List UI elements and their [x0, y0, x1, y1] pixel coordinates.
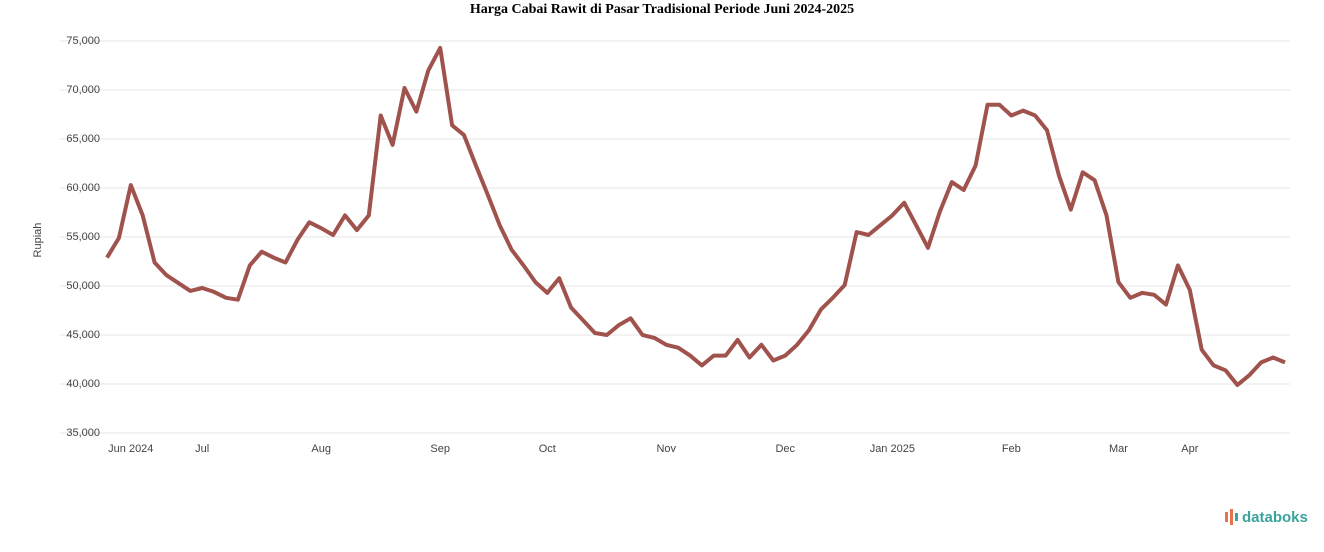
- y-tick-label: 65,000: [66, 133, 100, 145]
- x-tick-label: Mar: [1109, 443, 1128, 455]
- y-tick-label: 35,000: [66, 427, 100, 439]
- x-tick-label: Jan 2025: [870, 443, 915, 455]
- y-tick-label: 55,000: [66, 231, 100, 243]
- logo: databoks: [1225, 509, 1308, 526]
- y-tick-label: 40,000: [66, 378, 100, 390]
- line: [105, 45, 1286, 387]
- y-tick-label: 45,000: [66, 329, 100, 341]
- x-tick-label: Feb: [1002, 443, 1021, 455]
- y-tick-label: 70,000: [66, 84, 100, 96]
- x-tick-label: Nov: [656, 443, 676, 455]
- x-tick-label: Jul: [195, 443, 209, 455]
- logo-icon: [1235, 513, 1238, 521]
- x-tick-label: Sep: [430, 443, 450, 455]
- y-tick-label: 75,000: [66, 35, 100, 47]
- y-axis-label: Rupiah: [32, 223, 44, 258]
- logo-icon: [1225, 512, 1228, 522]
- x-tick-label: Oct: [539, 443, 556, 455]
- chart-title: Harga Cabai Rawit di Pasar Tradisional P…: [470, 2, 854, 17]
- y-tick-label: 50,000: [66, 280, 100, 292]
- logo-text: databoks: [1242, 509, 1308, 526]
- y-tick-label: 60,000: [66, 182, 100, 194]
- x-tick-label: Jun 2024: [108, 443, 153, 455]
- logo-icon: [1230, 509, 1233, 525]
- x-tick-label: Dec: [775, 443, 795, 455]
- x-tick-label: Aug: [311, 443, 331, 455]
- x-tick-label: Apr: [1181, 443, 1198, 455]
